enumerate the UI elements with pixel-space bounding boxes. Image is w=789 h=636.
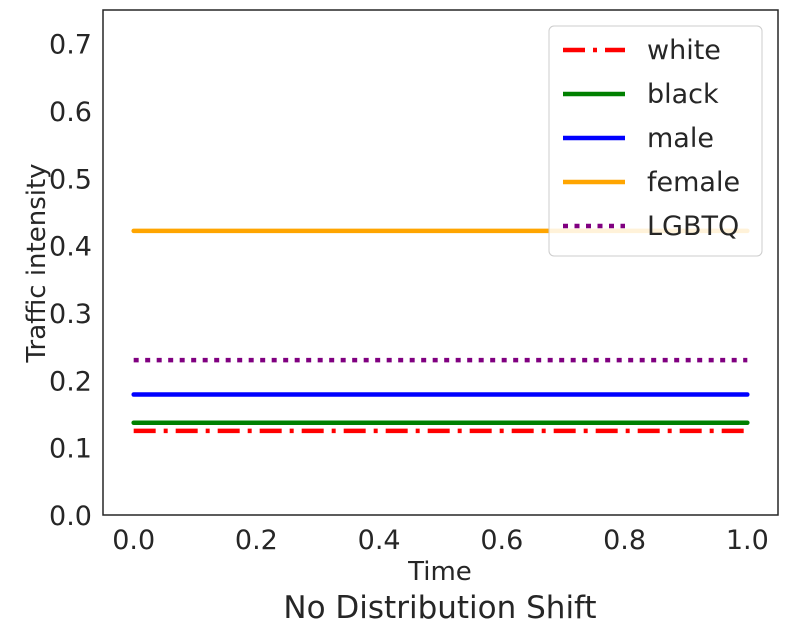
x-axis-label: Time [407, 557, 472, 587]
y-tick-label: 0.5 [49, 164, 92, 195]
y-tick-label: 0.7 [49, 30, 92, 61]
legend-box [548, 25, 763, 257]
y-tick-label: 0.2 [49, 366, 92, 397]
x-tick-label: 0.2 [235, 525, 278, 556]
legend-label-black: black [647, 79, 719, 110]
legend: white black male female LGBTQ [548, 25, 763, 257]
x-tick-label: 0.0 [112, 525, 155, 556]
legend-label-white: white [647, 35, 721, 66]
plot-frame [102, 9, 779, 516]
x-tick-label: 1.0 [726, 525, 769, 556]
legend-items: white black male female LGBTQ [563, 35, 740, 242]
y-tick-label: 0.6 [49, 97, 92, 128]
legend-label-female: female [647, 167, 740, 198]
x-tick-labels: 0.0 0.2 0.4 0.6 0.8 1.0 [112, 525, 769, 556]
legend-label-male: male [647, 123, 714, 154]
legend-label-lgbtq: LGBTQ [647, 211, 739, 242]
x-tick-label: 0.8 [603, 525, 646, 556]
x-tick-label: 0.4 [358, 525, 401, 556]
y-tick-label: 0.4 [49, 232, 92, 263]
y-tick-labels: 0.0 0.1 0.2 0.3 0.4 0.5 0.6 0.7 [49, 30, 92, 532]
y-tick-label: 0.3 [49, 299, 92, 330]
y-tick-label: 0.0 [49, 501, 92, 532]
x-tick-label: 0.6 [480, 525, 523, 556]
y-tick-label: 0.1 [49, 434, 92, 465]
chart-title: No Distribution Shift [283, 590, 596, 626]
y-axis-label: Traffic intensity [22, 163, 52, 363]
